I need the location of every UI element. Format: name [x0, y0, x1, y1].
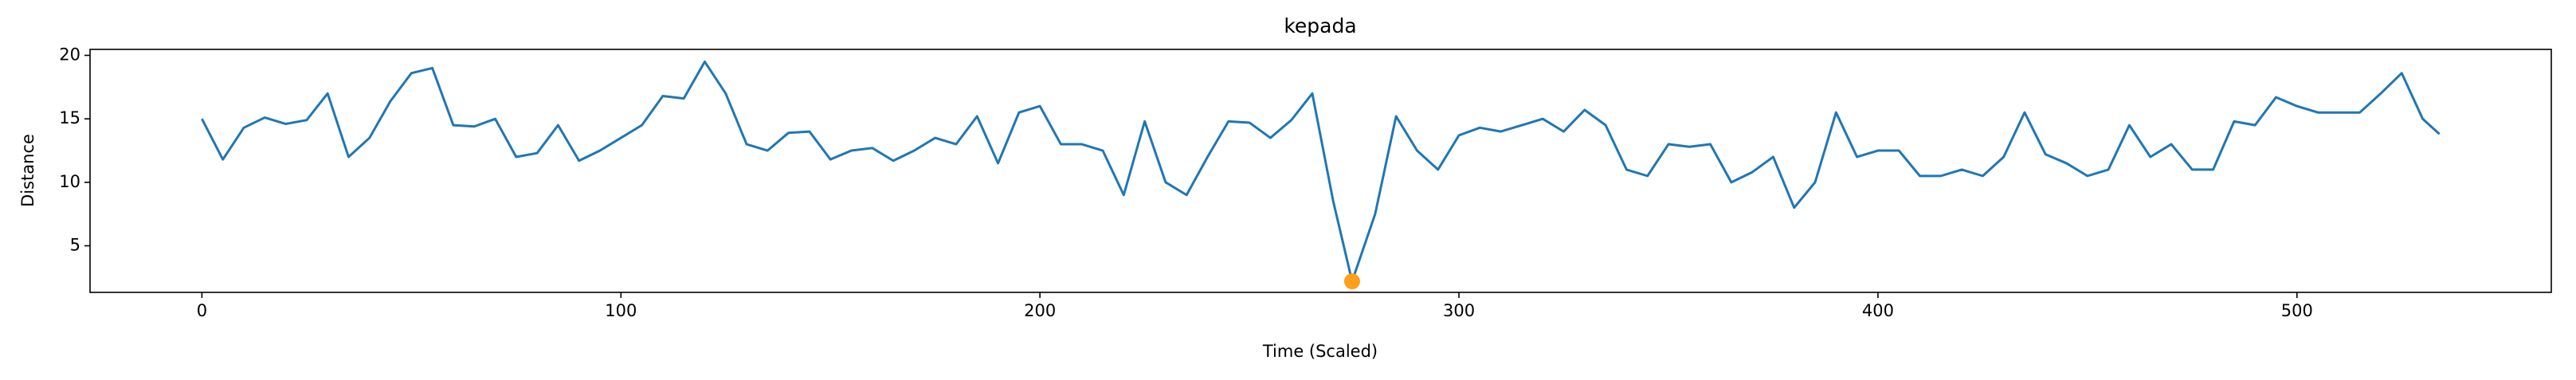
x-tick-label: 400: [1862, 301, 1894, 320]
chart-title: kepada: [1284, 14, 1356, 37]
y-tick-label: 20: [59, 45, 80, 64]
highlight-point: [1343, 273, 1360, 290]
x-tick-label: 200: [1024, 301, 1056, 320]
x-tick-label: 100: [605, 301, 637, 320]
plot-frame: [89, 49, 2552, 293]
y-tick-label: 5: [70, 236, 80, 255]
x-tick-label: 500: [2281, 301, 2313, 320]
y-axis-label: Distance: [18, 134, 37, 207]
y-tick-label: 15: [59, 108, 80, 127]
y-tick-label: 10: [59, 172, 80, 191]
x-tick-label: 300: [1443, 301, 1475, 320]
x-tick-label: 0: [197, 301, 207, 320]
data-line: [201, 60, 2441, 283]
x-axis-label: Time (Scaled): [1262, 342, 1378, 361]
